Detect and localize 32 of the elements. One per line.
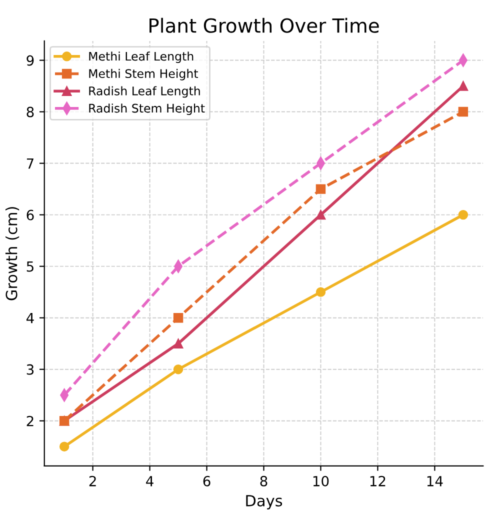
legend-label: Methi Leaf Length [89, 52, 194, 64]
y-axis-title: Growth (cm) [5, 207, 20, 300]
x-tick-label: 10 [313, 476, 329, 486]
legend-label: Radish Leaf Length [89, 86, 200, 98]
y-tick-label: 3 [26, 364, 34, 375]
point [316, 210, 326, 220]
y-tick-label: 7 [26, 158, 34, 169]
point [458, 81, 468, 91]
point [173, 312, 184, 323]
x-tick-label: 2 [89, 476, 96, 486]
point [458, 210, 468, 220]
x-tick-label: 6 [203, 476, 210, 486]
y-tick-label: 8 [26, 106, 34, 118]
y-tick-label: 4 [26, 312, 34, 324]
y-tick-label: 6 [26, 210, 34, 220]
y-tick-label: 9 [26, 55, 34, 66]
x-tick-label: 4 [146, 476, 154, 486]
x-axis-title: Days [246, 495, 282, 510]
point [316, 287, 326, 297]
x-tick-label: 12 [370, 476, 386, 486]
point [316, 184, 326, 194]
point [59, 442, 70, 452]
legend-label: Methi Stem Height [89, 68, 198, 80]
y-tick-label: 5 [26, 261, 34, 272]
legend-label: Radish Stem Height [89, 104, 205, 115]
chart-title: Plant Growth Over Time [150, 18, 379, 33]
point [173, 338, 184, 348]
point [458, 106, 468, 117]
y-tick-label: 2 [26, 416, 34, 426]
x-tick-label: 14 [427, 476, 443, 486]
x-tick-label: 8 [260, 476, 268, 486]
point [173, 364, 184, 374]
